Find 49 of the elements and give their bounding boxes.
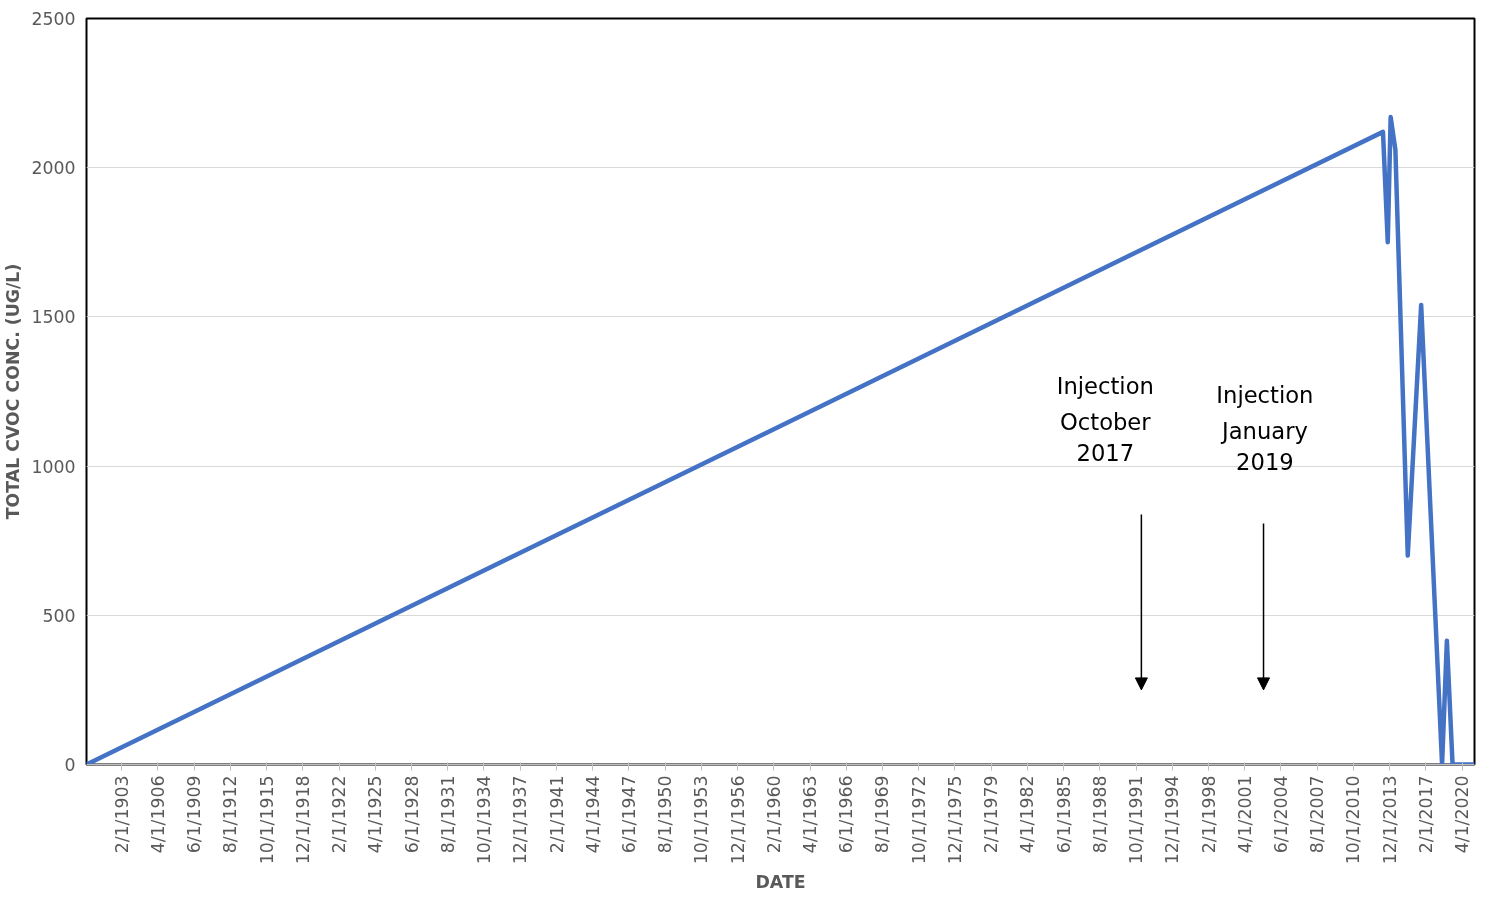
- x-tick-label: 6/1/1909: [184, 775, 205, 854]
- x-tick-label: 10/1/1934: [474, 775, 494, 865]
- x-tick-label: 4/1/1925: [365, 775, 386, 854]
- x-tick-label: 6/1/1928: [401, 775, 422, 854]
- x-tick-label: 2/1/1960: [763, 775, 784, 854]
- x-tick-label: 12/1/1956: [727, 775, 748, 865]
- x-tick-label: 4/1/1982: [1017, 775, 1038, 854]
- x-tick-label: 2/1/1979: [981, 775, 1002, 854]
- x-tick-label: 12/1/1994: [1162, 775, 1183, 865]
- x-tick-label: 8/1/1950: [655, 775, 676, 854]
- x-tick-label: 6/1/1966: [836, 775, 857, 854]
- x-tick-label: 4/1/2001: [1234, 775, 1255, 854]
- x-tick-label: 2/1/1998: [1198, 775, 1219, 854]
- annotation: Injection October 2017: [1056, 372, 1154, 467]
- x-tick-label: 10/1/1953: [691, 775, 712, 865]
- x-tick-label: 2/1/1922: [329, 775, 350, 854]
- x-tick-label: 4/1/1906: [147, 775, 168, 854]
- y-tick-label: 500: [42, 605, 76, 626]
- x-tick-label: 2/1/2017: [1415, 775, 1436, 854]
- x-tick-label: 8/1/1931: [437, 775, 458, 854]
- x-tick-label: 12/1/1918: [292, 775, 313, 865]
- y-axis-title: TOTAL CVOC CONC. (UG/L): [3, 263, 24, 520]
- line-series: [86, 114, 1475, 765]
- x-axis-title: DATE: [755, 872, 806, 893]
- x-tick-label: 6/1/1985: [1053, 775, 1074, 854]
- x-tick-label: 8/1/1969: [872, 775, 893, 854]
- x-tick-label: 8/1/2007: [1307, 775, 1328, 854]
- x-tick-label: 12/1/1975: [944, 775, 965, 865]
- y-tick-label: 0: [64, 755, 76, 775]
- x-tick-label: 2/1/1941: [546, 775, 567, 854]
- x-tick-label: 10/1/2010: [1343, 775, 1364, 865]
- x-tick-label: 4/1/1963: [800, 775, 821, 854]
- x-tick-label: 8/1/1912: [220, 775, 241, 854]
- y-tick-label: 2500: [31, 9, 76, 29]
- x-tick-label: 2/1/1903: [111, 775, 132, 854]
- x-tick-label: 6/1/2004: [1271, 775, 1291, 854]
- x-tick-label: 10/1/1915: [256, 775, 277, 865]
- x-tick-label: 12/1/1937: [510, 775, 531, 865]
- x-tick-label: 4/1/2020: [1452, 775, 1473, 854]
- annotation: Injection January 2019: [1216, 381, 1314, 476]
- x-tick-label: 4/1/1944: [582, 775, 603, 854]
- x-tick-label: 12/1/2013: [1379, 775, 1400, 865]
- x-tick-label: 8/1/1988: [1089, 775, 1110, 854]
- y-tick-label: 2000: [31, 158, 76, 179]
- x-tick-label: 10/1/1991: [1126, 775, 1147, 865]
- x-tick-label: 10/1/1972: [908, 775, 929, 865]
- y-tick-label: 1500: [31, 307, 76, 328]
- y-tick-label: 1000: [31, 456, 76, 477]
- x-tick-label: 6/1/1947: [618, 775, 639, 854]
